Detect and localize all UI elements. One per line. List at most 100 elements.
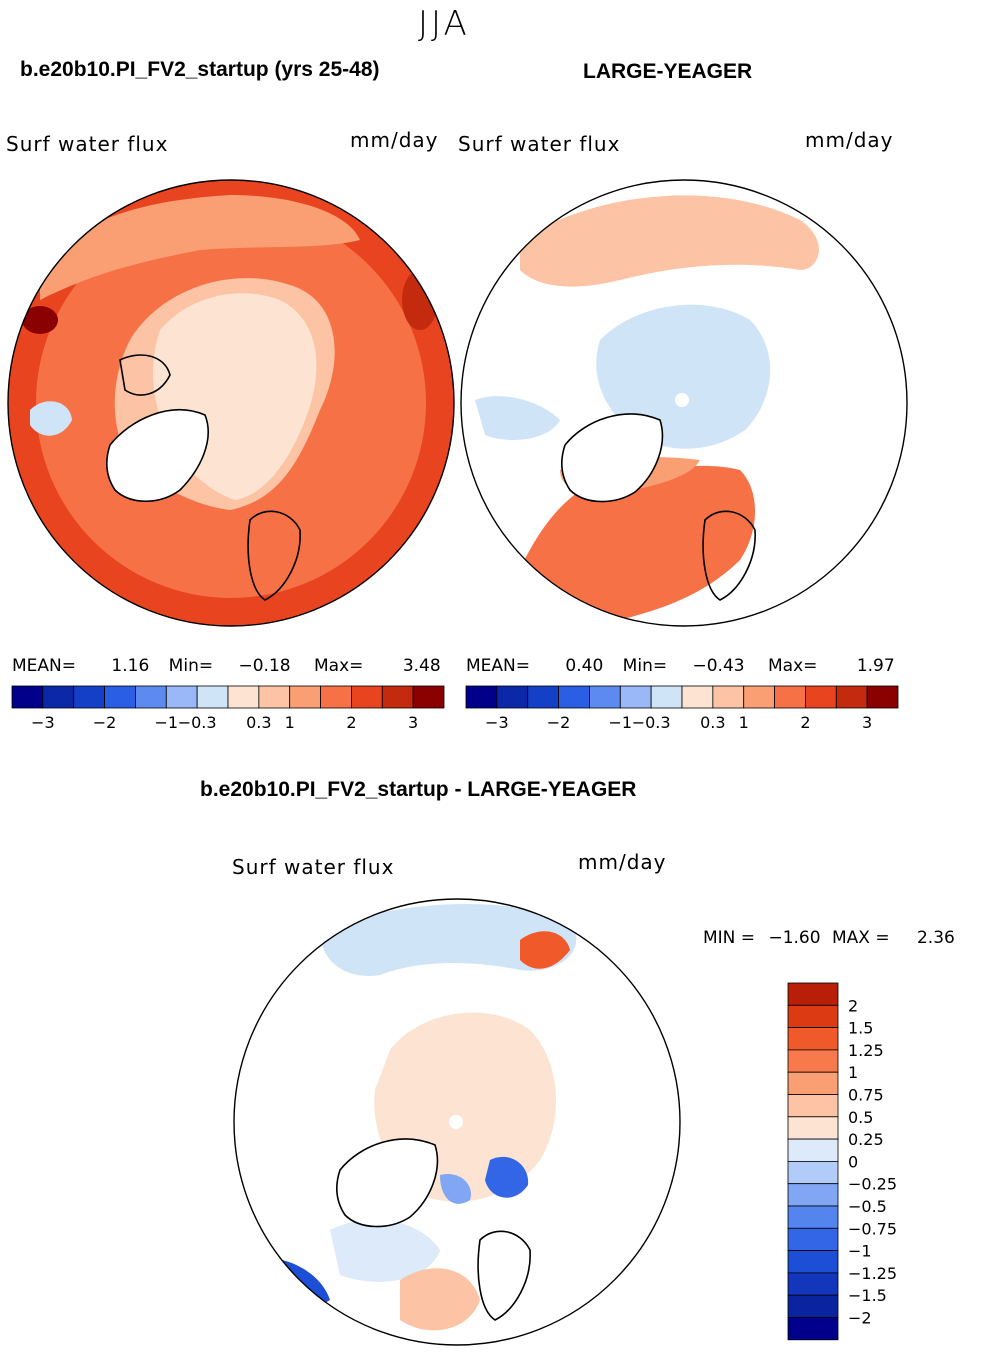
panel1-field-dark-west (22, 306, 58, 334)
diff-colorbar: 2 1.5 1.25 1 0.75 0.5 0.25 0 −0.25 −0.5 −0.75 −1 −1.… (787, 982, 897, 1341)
diff-min-value: −1.60 (768, 928, 821, 948)
diff-colorbar-swatch-3 (787, 1049, 839, 1073)
diff-units-label: mm/day (578, 850, 667, 874)
diff-colorbar-tick-label: −1.5 (848, 1286, 887, 1305)
panel1-min-label: Min= (168, 656, 214, 676)
diff-colorbar-swatch-0 (787, 982, 839, 1006)
panel1-colorbar-tick-label: 3 (408, 713, 418, 732)
panel2-colorbar-swatch-13 (866, 685, 899, 709)
diff-colorbar-swatch-11 (787, 1227, 839, 1252)
diff-colorbar-tick-label: 1 (848, 1063, 858, 1082)
panel1-variable-label: Surf water flux (6, 132, 169, 156)
panel2-variable-label: Surf water flux (458, 132, 621, 156)
panel2-colorbar-tick-label: −1 (608, 713, 632, 732)
diff-colorbar-tick-label: 1.5 (848, 1019, 873, 1038)
diff-colorbar-swatch-14 (787, 1294, 839, 1318)
diff-colorbar-swatch-2 (787, 1027, 839, 1051)
panel2-greenland (560, 413, 664, 503)
diff-colorbar-tick-label: −1 (848, 1242, 872, 1261)
panel1-units-label: mm/day (350, 128, 439, 152)
panel2-colorbar-tick-label: 3 (862, 713, 872, 732)
diff-stats: MIN = −1.60 MAX = 2.36 (703, 928, 955, 948)
diff-field-red-coast (520, 931, 570, 969)
panel2-colorbar-tick-label: −2 (547, 713, 571, 732)
diff-colorbar-swatch-9 (787, 1183, 839, 1207)
panel2-pole-marker (675, 393, 689, 407)
diff-field-blue-2 (440, 1174, 471, 1204)
season-title: JJA (418, 4, 470, 44)
panel2-coastlines (560, 413, 756, 601)
diff-colorbar-tick-label: 0.5 (848, 1108, 873, 1127)
panel1-mean-value: 1.16 (111, 656, 150, 676)
diff-colorbar-tick-label: −2 (848, 1309, 872, 1328)
diff-scandinavia (477, 1230, 531, 1321)
panel2-min-label: Min= (622, 656, 668, 676)
diff-max-value: 2.36 (916, 928, 955, 948)
panel1-coastlines (105, 354, 301, 601)
panel1-colorbar-tick-label: 2 (346, 713, 356, 732)
case-title: b.e20b10.PI_FV2_startup (yrs 25-48) (20, 58, 380, 81)
diff-colorbar-tick-label: −0.5 (848, 1197, 887, 1216)
panel2-colorbar-tick-label: −0.3 (632, 713, 671, 732)
panel2-scandinavia (702, 510, 756, 601)
diff-colorbar-swatch-15 (787, 1317, 839, 1341)
panel2-colorbar-tick-label: −3 (485, 713, 509, 732)
panel1-colorbar-tick-label: −0.3 (178, 713, 217, 732)
diff-colorbar-swatch-10 (787, 1205, 839, 1229)
panel1-colorbar-tick-label: −1 (154, 713, 178, 732)
panel2-colorbar-tick-label: 1 (739, 713, 749, 732)
diff-colorbar-swatch-1 (787, 1004, 839, 1028)
panel2-field-west-blue (475, 396, 560, 440)
diff-colorbar-tick-label: 0.25 (848, 1130, 884, 1149)
diff-colorbar-tick-label: 0 (848, 1152, 858, 1171)
diff-colorbar-tick-label: 0.75 (848, 1086, 884, 1105)
panel2-colorbar: −3 −2 −1 −0.3 0.3 1 2 3 (465, 685, 899, 732)
diff-colorbar-swatch-5 (787, 1094, 839, 1118)
diff-colorbar-swatch-13 (787, 1272, 839, 1296)
diff-min-label: MIN = (703, 928, 756, 948)
diff-variable-label: Surf water flux (232, 855, 395, 879)
panel1-mean-label: MEAN= (12, 656, 76, 676)
panel1-greenland (105, 409, 209, 502)
panel2-field-atlantic (500, 465, 755, 626)
diff-title: b.e20b10.PI_FV2_startup - LARGE-YEAGER (200, 778, 637, 801)
diff-greenland (335, 1138, 439, 1228)
panel1-colorbar-tick-label: −2 (93, 713, 117, 732)
diff-pole-marker (449, 1115, 463, 1129)
diff-colorbar-tick-label: 1.25 (848, 1041, 884, 1060)
panel1-colorbar-swatch-13 (412, 685, 445, 709)
panel2-units-label: mm/day (805, 128, 894, 152)
panel2-max-value: 1.97 (856, 656, 895, 676)
panel1-colorbar: −3 −2 −1 −0.3 0.3 1 2 3 (11, 685, 445, 732)
diff-colorbar-tick-label: −0.25 (848, 1175, 897, 1194)
diff-field-atlantic (400, 1268, 480, 1331)
obs-title: LARGE-YEAGER (583, 60, 753, 83)
panel2-min-value: −0.43 (692, 656, 745, 676)
diff-colorbar-swatch-7 (787, 1138, 839, 1162)
panel1-archipelago (119, 354, 171, 396)
panel1-scandinavia (247, 510, 301, 601)
diff-field-blue-1 (485, 1156, 529, 1198)
panel1-field-blue-patch (30, 401, 72, 436)
panel2-field-north (520, 195, 819, 287)
panel1-colorbar-tick-label: −3 (31, 713, 55, 732)
diff-colorbar-swatch-6 (787, 1116, 839, 1140)
panel1-colorbar-tick-label: 0.3 (246, 713, 271, 732)
diff-map-border (233, 898, 681, 1346)
diff-colorbar-tick-label: −1.25 (848, 1264, 897, 1283)
panel1-stats: MEAN= 1.16 Min= −0.18 Max= 3.48 (12, 656, 441, 676)
panel2-colorbar-tick-label: 0.3 (700, 713, 725, 732)
panel1-colorbar-tick-label: 1 (285, 713, 295, 732)
panel2-field-arctic (596, 304, 771, 449)
panel1-max-value: 3.48 (402, 656, 441, 676)
panel2-mean-label: MEAN= (466, 656, 530, 676)
diff-max-label: MAX = (831, 928, 890, 948)
panel2-max-label: Max= (768, 656, 818, 676)
diff-colorbar-swatch-8 (787, 1160, 839, 1185)
diff-colorbar-swatch-12 (787, 1250, 839, 1274)
panel1-min-value: −0.18 (238, 656, 291, 676)
panel2-mean-value: 0.40 (565, 656, 604, 676)
diff-colorbar-tick-label: 2 (848, 996, 858, 1015)
